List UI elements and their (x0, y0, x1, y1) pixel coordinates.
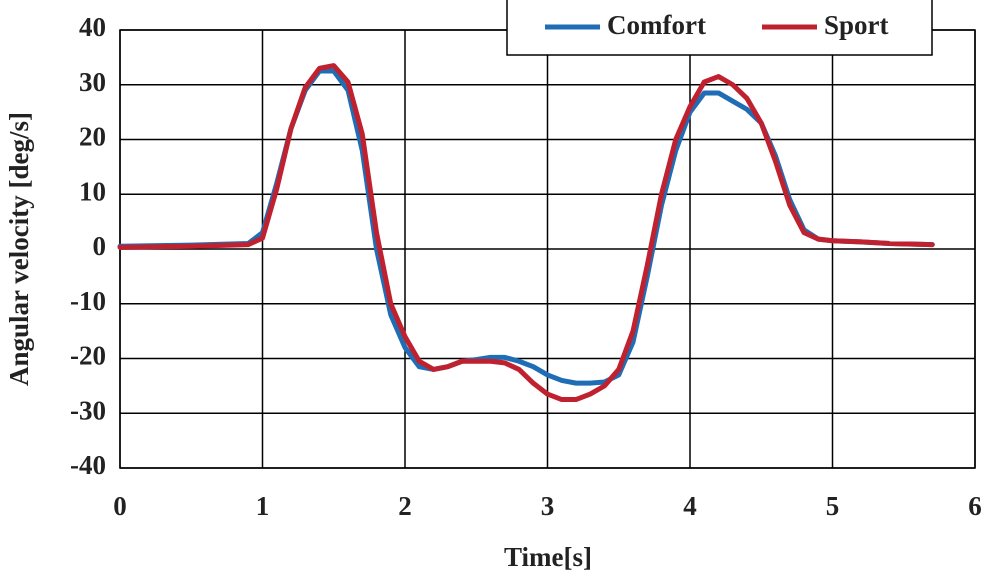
y-tick-label: 40 (79, 12, 106, 42)
y-tick-label: -30 (70, 395, 106, 425)
y-tick-label: -20 (70, 341, 106, 371)
y-tick-label: 20 (79, 122, 106, 152)
y-tick-label: 10 (79, 176, 106, 206)
x-tick-label: 0 (113, 491, 127, 521)
data-line (117, 68, 935, 386)
x-tick-label: 1 (256, 491, 270, 521)
y-tick-label: 0 (93, 231, 107, 261)
legend-label: Comfort (607, 10, 706, 40)
y-tick-label: -40 (70, 450, 106, 480)
x-tick-label: 3 (541, 491, 555, 521)
y-axis-label: Angular velocity [deg/s] (4, 112, 34, 386)
x-tick-label: 2 (398, 491, 412, 521)
x-tick-label: 6 (968, 491, 982, 521)
x-axis-label: Time[s] (504, 542, 592, 572)
y-tick-label: 30 (79, 67, 106, 97)
x-tick-label: 4 (683, 491, 697, 521)
data-line (117, 63, 935, 403)
x-tick-label: 5 (826, 491, 840, 521)
legend-label: Sport (824, 10, 889, 40)
y-tick-label: -10 (70, 286, 106, 316)
